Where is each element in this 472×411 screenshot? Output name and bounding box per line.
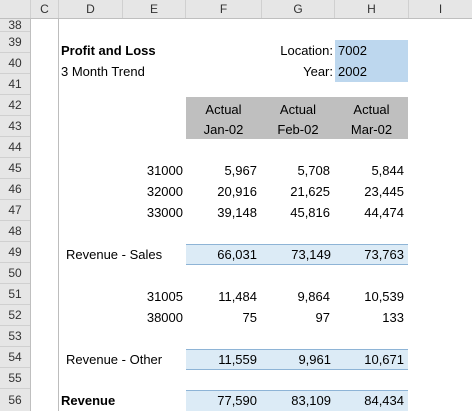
subtotal-value[interactable]: 73,763 (335, 244, 408, 265)
subtotal-value[interactable]: 11,559 (186, 349, 261, 370)
row-header[interactable]: 38 (0, 19, 30, 32)
total-top-border (186, 390, 408, 391)
row-header-bar: 38 39 40 41 42 43 44 45 46 47 48 49 50 5… (0, 19, 31, 411)
value-cell[interactable]: 5,844 (371, 163, 404, 178)
row-header[interactable]: 45 (0, 158, 30, 179)
value-cell[interactable]: 45,816 (290, 205, 330, 220)
period-header-month: Mar-02 (350, 122, 393, 137)
row-header[interactable]: 44 (0, 137, 30, 158)
year-label: Year: (303, 64, 333, 79)
period-header-type: Actual (205, 102, 242, 117)
subtotal-value[interactable]: 73,149 (261, 244, 335, 265)
account-code[interactable]: 33000 (146, 205, 183, 220)
value-cell[interactable]: 44,474 (364, 205, 404, 220)
row-header[interactable]: 50 (0, 263, 30, 284)
subtotal-label: Revenue - Other (66, 352, 163, 367)
row-header[interactable]: 54 (0, 347, 30, 368)
total-value[interactable]: 84,434 (335, 390, 408, 411)
period-header-type: Actual (279, 102, 317, 117)
period-header-month: Jan-02 (203, 122, 244, 137)
account-code[interactable]: 31005 (146, 289, 183, 304)
column-header-e[interactable]: E (123, 0, 186, 18)
account-code[interactable]: 38000 (146, 310, 183, 325)
total-value[interactable]: 77,590 (186, 390, 261, 411)
subtotal-top-border (186, 244, 408, 245)
location-label: Location: (280, 43, 333, 58)
subtotal-label: Revenue - Sales (66, 247, 163, 262)
column-header-c[interactable]: C (31, 0, 59, 18)
column-header-g[interactable]: G (262, 0, 335, 18)
value-cell[interactable]: 20,916 (217, 184, 257, 199)
value-cell[interactable]: 23,445 (364, 184, 404, 199)
report-title: Profit and Loss (61, 43, 156, 58)
column-header-i[interactable]: I (438, 2, 443, 16)
select-all-corner[interactable] (0, 0, 31, 18)
account-code[interactable]: 32000 (146, 184, 183, 199)
row-header[interactable]: 56 (8, 393, 22, 407)
row-header[interactable]: 40 (0, 53, 30, 74)
total-value[interactable]: 83,109 (261, 390, 335, 411)
subtotal-value[interactable]: 10,671 (335, 349, 408, 370)
column-header-h[interactable]: H (335, 0, 409, 18)
subtotal-bottom-border (186, 369, 408, 370)
row-header[interactable]: 53 (0, 326, 30, 347)
value-cell[interactable]: 10,539 (364, 289, 404, 304)
value-cell[interactable]: 5,967 (224, 163, 257, 178)
column-header-f[interactable]: F (186, 0, 262, 18)
row-header[interactable]: 55 (0, 368, 30, 389)
value-cell[interactable]: 5,708 (297, 163, 330, 178)
row-header[interactable]: 47 (0, 200, 30, 221)
row-header[interactable]: 48 (0, 221, 30, 242)
period-header-month: Feb-02 (277, 122, 319, 137)
row-header[interactable]: 39 (0, 32, 30, 53)
value-cell[interactable]: 133 (382, 310, 404, 325)
value-cell[interactable]: 21,625 (290, 184, 330, 199)
value-cell[interactable]: 9,864 (297, 289, 330, 304)
row-header[interactable]: 43 (0, 116, 30, 137)
year-input[interactable]: 2002 (335, 61, 408, 82)
value-cell[interactable]: 11,484 (218, 289, 257, 304)
row-header[interactable]: 49 (0, 242, 30, 263)
subtotal-top-border (186, 349, 408, 350)
value-cell[interactable]: 97 (315, 310, 330, 325)
column-divider (58, 19, 59, 411)
report-subtitle: 3 Month Trend (61, 64, 145, 79)
column-header-d[interactable]: D (59, 0, 123, 18)
column-header-bar: C D E F G H I (0, 0, 472, 19)
row-header[interactable]: 42 (0, 95, 30, 116)
subtotal-value[interactable]: 66,031 (186, 244, 261, 265)
account-code[interactable]: 31000 (146, 163, 183, 178)
subtotal-bottom-border (186, 264, 408, 265)
row-header[interactable]: 51 (0, 284, 30, 305)
value-cell[interactable]: 39,148 (217, 205, 257, 220)
row-header[interactable]: 41 (0, 74, 30, 95)
period-header-type: Actual (353, 102, 390, 117)
row-header[interactable]: 52 (0, 305, 30, 326)
value-cell[interactable]: 75 (242, 310, 257, 325)
location-input[interactable]: 7002 (335, 40, 408, 61)
row-header[interactable]: 46 (0, 179, 30, 200)
period-header-band (186, 97, 408, 139)
subtotal-value[interactable]: 9,961 (261, 349, 335, 370)
total-label: Revenue (61, 393, 116, 408)
